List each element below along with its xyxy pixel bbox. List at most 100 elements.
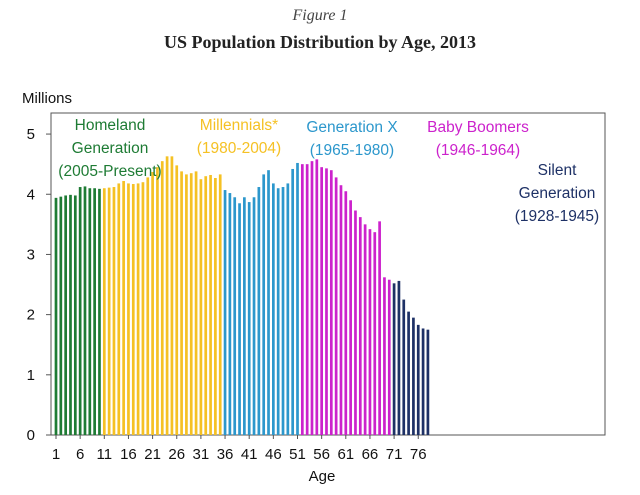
bar-age-41 <box>247 202 251 435</box>
bar-age-26 <box>175 165 179 436</box>
x-tick-label: 26 <box>168 446 185 463</box>
bar-age-1 <box>54 197 58 435</box>
figure-label: Figure 1 <box>292 7 348 24</box>
bar-age-24 <box>165 156 169 435</box>
bar-age-25 <box>170 156 174 435</box>
x-tick-label: 31 <box>193 446 210 463</box>
bar-age-6 <box>78 187 82 435</box>
bar-age-50 <box>291 168 295 435</box>
bar-age-58 <box>329 170 333 435</box>
bar-age-13 <box>112 187 116 435</box>
bar-age-38 <box>233 197 237 435</box>
x-tick-label: 6 <box>76 446 84 463</box>
bar-age-43 <box>257 187 261 435</box>
bar-age-78 <box>426 329 430 435</box>
bar-age-54 <box>310 161 314 435</box>
x-tick-label: 71 <box>386 446 403 463</box>
bar-age-9 <box>93 188 96 435</box>
bar-age-35 <box>218 174 222 435</box>
bar-age-32 <box>204 176 208 435</box>
generation-label: Generation <box>72 140 149 157</box>
bar-age-15 <box>122 181 125 435</box>
bar-age-53 <box>305 164 309 435</box>
bar-age-60 <box>339 185 343 435</box>
generation-label: Millennials* <box>200 117 278 134</box>
bar-age-18 <box>136 183 140 435</box>
bar-age-75 <box>412 317 415 435</box>
bar-age-30 <box>194 171 198 435</box>
bar-age-36 <box>223 190 227 435</box>
bar-age-29 <box>189 173 193 435</box>
chart-title: US Population Distribution by Age, 2013 <box>164 32 476 52</box>
bar-age-11 <box>102 188 106 435</box>
x-tick-label: 16 <box>120 446 137 463</box>
y-tick-label: 1 <box>27 367 35 384</box>
bar-age-77 <box>421 328 425 435</box>
bar-age-23 <box>160 161 164 435</box>
y-axis-label: Millions <box>22 90 72 107</box>
bar-age-19 <box>141 182 145 435</box>
bar-age-10 <box>98 188 101 435</box>
bar-age-48 <box>281 187 285 435</box>
bar-age-16 <box>127 183 130 435</box>
x-tick-label: 51 <box>289 446 306 463</box>
y-tick-label: 3 <box>27 246 35 263</box>
generation-label: Homeland <box>75 117 146 134</box>
bar-age-76 <box>416 324 420 435</box>
bar-age-64 <box>358 217 362 435</box>
bar-age-7 <box>83 186 87 435</box>
bar-age-20 <box>146 177 150 435</box>
bar-age-68 <box>378 221 381 435</box>
bar-age-61 <box>344 191 348 435</box>
x-tick-label: 56 <box>313 446 330 463</box>
bar-age-21 <box>151 171 154 436</box>
x-tick-label: 66 <box>362 446 379 463</box>
y-tick-label: 0 <box>27 427 35 444</box>
x-tick-label: 41 <box>241 446 258 463</box>
bar-age-71 <box>392 283 396 435</box>
bar-age-52 <box>300 164 304 435</box>
x-tick-label: 76 <box>410 446 427 463</box>
x-tick-label: 36 <box>217 446 234 463</box>
x-tick-label: 61 <box>337 446 354 463</box>
bar-age-49 <box>286 183 290 435</box>
bar-age-74 <box>407 311 410 435</box>
generation-labels-group: Homeland Generation (2005-Present) Millenni… <box>58 117 599 225</box>
generation-label: (1965-1980) <box>310 142 394 159</box>
y-tick-label: 5 <box>27 126 35 143</box>
y-tick-label: 4 <box>27 186 35 203</box>
bar-age-3 <box>64 195 68 435</box>
bar-age-46 <box>272 183 275 435</box>
bar-age-65 <box>363 224 367 435</box>
bar-age-4 <box>69 194 72 435</box>
generation-label: (1946-1964) <box>436 142 520 159</box>
bar-age-56 <box>320 167 323 436</box>
bar-age-59 <box>334 177 338 435</box>
bar-age-2 <box>59 196 63 435</box>
x-tick-label: 46 <box>265 446 282 463</box>
bar-age-69 <box>383 277 386 435</box>
bar-age-55 <box>315 159 319 435</box>
generation-label: Generation X <box>306 119 398 136</box>
x-ticks-group: 1 6 11 16 21 26 31 36 41 46 51 56 61 66 71 76 <box>52 435 427 463</box>
bar-age-70 <box>387 279 391 435</box>
x-axis-label: Age <box>309 468 336 485</box>
bar-age-27 <box>180 171 183 435</box>
y-tick-label: 2 <box>27 307 35 324</box>
bar-age-34 <box>214 178 217 435</box>
bar-age-17 <box>131 184 135 435</box>
y-ticks-group: 0 1 2 3 4 5 <box>27 126 51 444</box>
bar-age-31 <box>199 179 203 435</box>
bar-age-40 <box>243 197 246 435</box>
bar-age-12 <box>107 187 111 435</box>
generation-label: (1980-2004) <box>197 140 281 157</box>
generation-label: (2005-Present) <box>58 163 161 180</box>
generation-label: Silent <box>538 162 577 179</box>
bars-group <box>54 156 430 436</box>
bar-age-73 <box>402 299 406 435</box>
bar-age-33 <box>209 174 212 436</box>
bar-age-42 <box>252 197 256 435</box>
bar-age-57 <box>325 168 328 435</box>
x-tick-label: 11 <box>97 446 113 463</box>
